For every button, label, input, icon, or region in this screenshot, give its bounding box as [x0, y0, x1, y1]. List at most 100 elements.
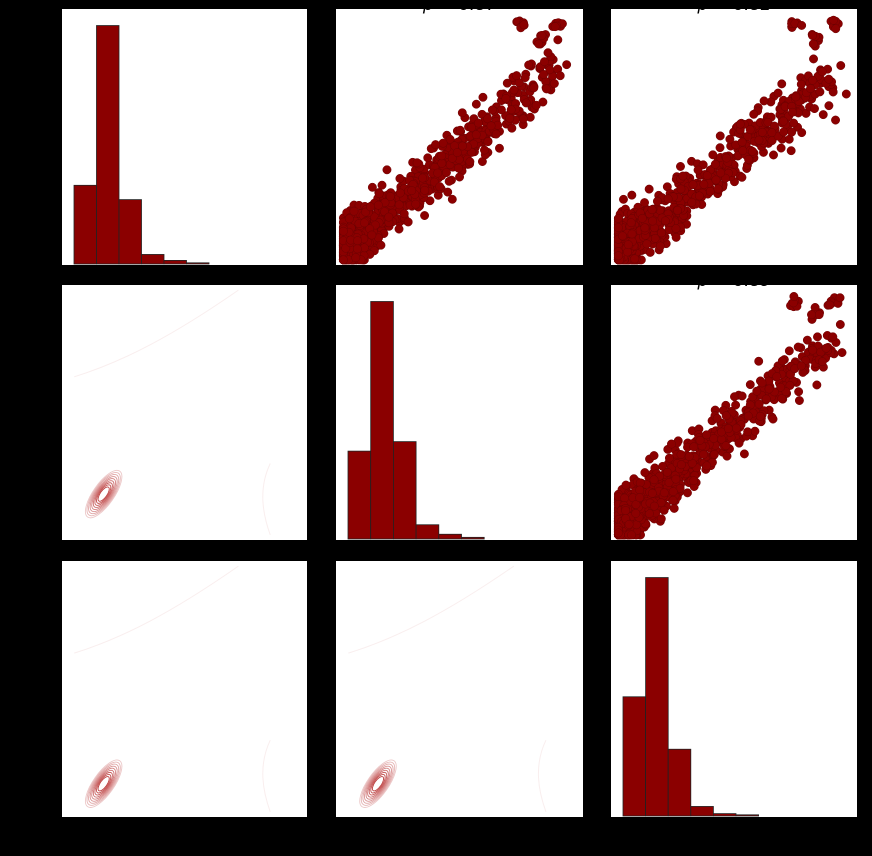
scatter-point — [351, 253, 361, 263]
scatter-point — [403, 217, 413, 227]
scatter-point — [813, 332, 822, 342]
scatter-point — [687, 197, 697, 207]
scatter-point — [553, 35, 563, 45]
scatter-point — [689, 476, 699, 486]
scatter-point — [796, 79, 806, 89]
scatter-point — [613, 213, 623, 223]
scatter-point — [779, 127, 789, 137]
scatter-point — [537, 30, 547, 40]
scatter-point — [465, 157, 475, 167]
scatter-point — [524, 60, 534, 70]
scatter-point — [744, 154, 754, 164]
scatter-points — [613, 291, 847, 540]
scatter-point — [678, 171, 688, 181]
scatter-point — [437, 151, 447, 161]
scatter-point — [831, 115, 840, 125]
scatter-point — [626, 218, 636, 228]
scatter-point — [789, 291, 799, 301]
scatter-point — [663, 194, 673, 204]
scatter-point — [655, 241, 665, 251]
histogram-bar — [163, 260, 187, 265]
scatter-point — [483, 137, 493, 147]
scatter-point — [549, 79, 559, 88]
scatter-point — [768, 414, 778, 424]
scatter-point — [739, 449, 749, 459]
scatter-point — [455, 125, 465, 135]
scatter-point — [659, 488, 669, 498]
scatter-point — [668, 487, 678, 497]
histogram-bar — [141, 254, 165, 265]
scatter-point — [711, 175, 721, 185]
scatter-point — [712, 414, 722, 423]
scatter-point — [471, 99, 481, 109]
scatter-point — [721, 441, 731, 451]
scatter-point — [613, 528, 623, 538]
scatter-point — [367, 182, 377, 192]
scatter-point — [412, 158, 422, 168]
scatter-point — [407, 186, 417, 196]
scatter-point — [667, 439, 676, 449]
scatter-point — [521, 98, 531, 108]
scatter-point — [699, 179, 709, 189]
scatter-point — [423, 153, 433, 163]
scatter-point — [676, 184, 686, 194]
scatter-point — [621, 480, 631, 490]
kde-contour — [92, 480, 115, 508]
scatter-point — [713, 184, 723, 194]
kde-contour — [359, 759, 397, 808]
scatter-point — [659, 505, 669, 515]
scatter-point — [647, 205, 657, 215]
scatter-point — [814, 310, 824, 320]
histogram-bar — [438, 533, 462, 540]
scatter-point — [613, 251, 623, 261]
histogram-bar — [735, 814, 760, 817]
scatter-point — [367, 230, 377, 240]
scatter-point — [543, 48, 553, 58]
scatter-point — [395, 188, 405, 198]
scatter-point — [731, 423, 741, 433]
histogram-bar — [415, 524, 440, 540]
kde-contour — [89, 476, 118, 513]
scatter-point — [649, 501, 659, 511]
scatter-point — [708, 150, 718, 160]
scatter-point — [344, 214, 354, 224]
kde-contour — [94, 771, 113, 796]
scatter-point — [716, 168, 726, 178]
scatter-point — [478, 92, 488, 102]
kde-contour — [84, 759, 123, 808]
scatter-point — [821, 343, 831, 353]
histogram-bar — [118, 199, 142, 265]
scatter-point — [676, 162, 685, 171]
scatter-point — [505, 113, 515, 123]
scatter-point — [835, 293, 845, 303]
scatter-point — [734, 438, 744, 448]
scatter-point — [757, 127, 767, 137]
scatter-point — [487, 105, 497, 115]
scatter-point — [754, 399, 764, 409]
scatter-point — [759, 96, 769, 106]
scatter-point — [689, 442, 699, 452]
scatter-point — [539, 70, 549, 79]
scatter-point — [829, 15, 838, 25]
scatter-point — [715, 131, 725, 141]
panel-r3c3-histogram — [611, 561, 857, 817]
kde-contour — [86, 761, 121, 806]
scatter-point — [480, 145, 489, 155]
scatter-point — [737, 391, 747, 401]
scatter-point — [631, 508, 641, 518]
histogram-bar — [690, 806, 714, 817]
panel-r2c1-kde — [62, 285, 307, 540]
scatter-point — [640, 198, 649, 208]
scatter-point — [442, 168, 451, 178]
scatter-point — [773, 88, 783, 98]
panel-r1c3-scatter: ρ = 0.82 — [611, 0, 857, 265]
scatter-point — [743, 411, 753, 421]
kde-contour — [367, 769, 389, 798]
scatter-point — [669, 503, 679, 513]
scatter-point — [447, 194, 457, 204]
scatter-point — [808, 345, 818, 355]
scatter-point — [761, 394, 771, 404]
scatter-point — [620, 493, 630, 503]
scatter-point — [382, 165, 392, 175]
scatter-point — [649, 475, 659, 485]
